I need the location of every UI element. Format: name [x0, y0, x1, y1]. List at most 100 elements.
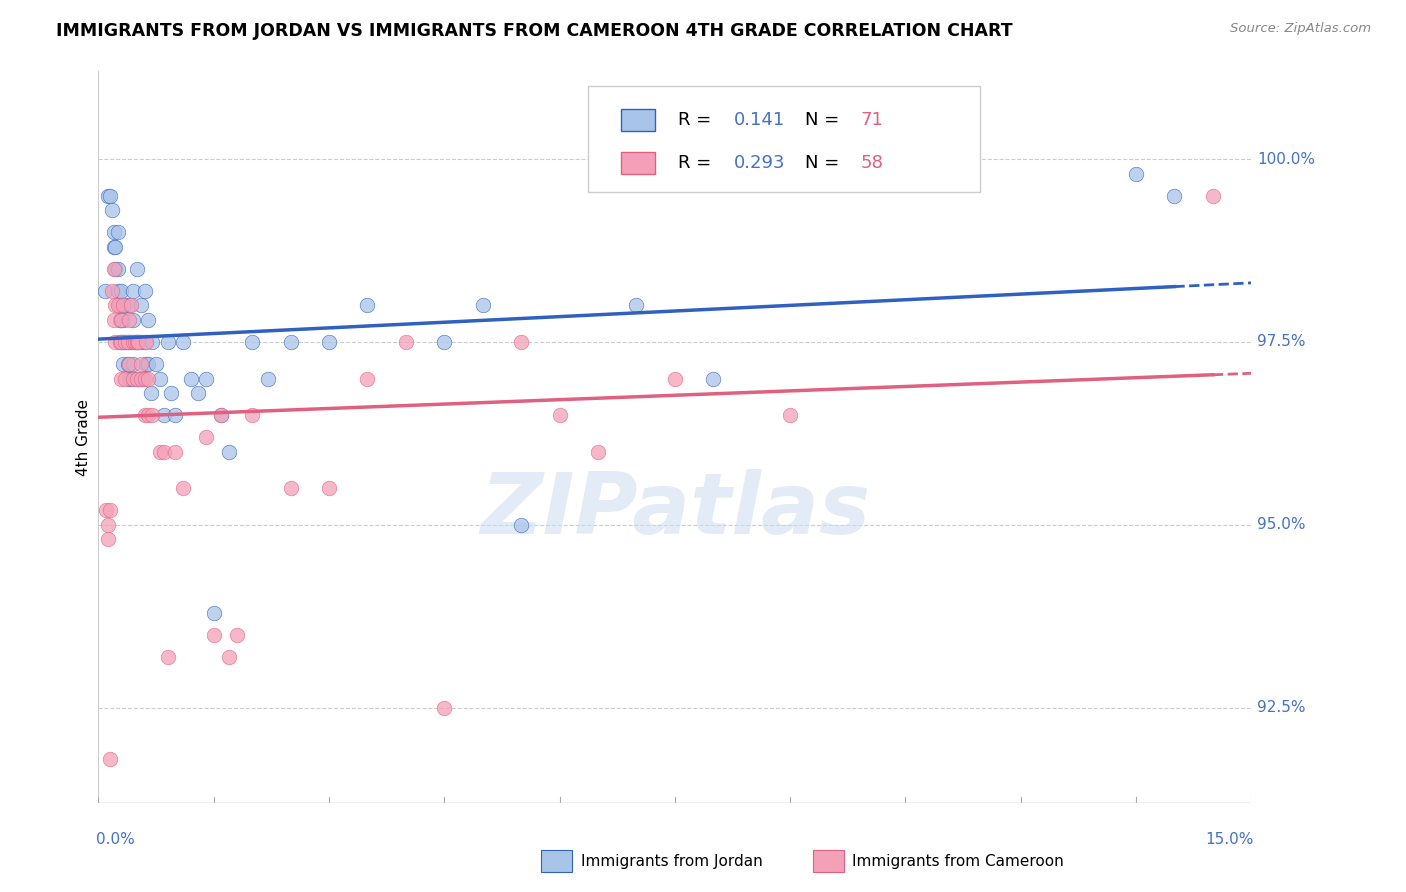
Point	[110, 313, 132, 327]
Point	[104, 261, 127, 276]
Point	[356, 298, 378, 312]
Point	[280, 481, 302, 495]
Point	[108, 334, 131, 349]
Point	[107, 225, 129, 239]
Point	[141, 334, 163, 349]
Point	[120, 334, 142, 349]
Point	[187, 386, 209, 401]
Point	[125, 261, 148, 276]
Point	[1125, 167, 1147, 181]
Point	[122, 334, 145, 349]
Point	[160, 386, 183, 401]
Point	[107, 298, 129, 312]
Point	[110, 334, 132, 349]
Point	[125, 371, 148, 385]
Point	[122, 357, 145, 371]
Point	[510, 334, 533, 349]
Point	[118, 357, 141, 371]
Point	[111, 313, 134, 327]
Point	[395, 334, 418, 349]
FancyBboxPatch shape	[620, 152, 655, 174]
Text: Source: ZipAtlas.com: Source: ZipAtlas.com	[1230, 22, 1371, 36]
Point	[110, 284, 132, 298]
Point	[118, 313, 141, 327]
Point	[471, 298, 494, 312]
Point	[664, 371, 686, 385]
Point	[141, 408, 163, 422]
Point	[120, 371, 142, 385]
Text: 100.0%: 100.0%	[1257, 152, 1315, 167]
Point	[280, 334, 302, 349]
Point	[117, 357, 139, 371]
Point	[103, 261, 125, 276]
Point	[139, 386, 162, 401]
Point	[132, 371, 155, 385]
Point	[124, 334, 146, 349]
Point	[134, 284, 156, 298]
Point	[134, 334, 156, 349]
Point	[125, 334, 148, 349]
Point	[104, 240, 127, 254]
Text: 0.0%: 0.0%	[96, 832, 135, 847]
Point	[107, 261, 129, 276]
Point	[98, 752, 121, 766]
Point	[138, 371, 160, 385]
Point	[122, 284, 145, 298]
Point	[111, 357, 134, 371]
Point	[318, 334, 340, 349]
Point	[134, 408, 156, 422]
Point	[433, 334, 456, 349]
Point	[127, 334, 149, 349]
Point	[1163, 188, 1185, 202]
Point	[156, 649, 179, 664]
Point	[138, 357, 160, 371]
Point	[134, 371, 156, 385]
Point	[209, 408, 232, 422]
Point	[172, 334, 194, 349]
Point	[152, 408, 174, 422]
Text: R =: R =	[678, 153, 717, 172]
Point	[702, 371, 724, 385]
Point	[195, 430, 218, 444]
Point	[256, 371, 278, 385]
Point	[218, 444, 240, 458]
Point	[779, 408, 801, 422]
Point	[129, 334, 152, 349]
Point	[122, 313, 145, 327]
Point	[138, 313, 160, 327]
Y-axis label: 4th Grade: 4th Grade	[76, 399, 91, 475]
Point	[103, 240, 125, 254]
Point	[202, 627, 225, 641]
Point	[110, 371, 132, 385]
Point	[1202, 188, 1225, 202]
Point	[318, 481, 340, 495]
Point	[138, 408, 160, 422]
Point	[240, 334, 263, 349]
Point	[356, 371, 378, 385]
Point	[125, 371, 148, 385]
Text: R =: R =	[678, 112, 717, 129]
Point	[195, 371, 218, 385]
Point	[117, 334, 139, 349]
FancyBboxPatch shape	[620, 110, 655, 131]
Point	[118, 371, 141, 385]
Point	[135, 357, 157, 371]
Text: 92.5%: 92.5%	[1257, 700, 1306, 715]
Point	[103, 313, 125, 327]
FancyBboxPatch shape	[588, 86, 980, 192]
Point	[98, 503, 121, 517]
Point	[172, 481, 194, 495]
Point	[111, 334, 134, 349]
Point	[180, 371, 202, 385]
Point	[135, 334, 157, 349]
Point	[104, 334, 127, 349]
Point	[93, 284, 115, 298]
Point	[107, 284, 129, 298]
Point	[240, 408, 263, 422]
Point	[165, 408, 187, 422]
Point	[114, 371, 136, 385]
Point	[98, 188, 121, 202]
Point	[117, 334, 139, 349]
Point	[108, 313, 131, 327]
Point	[218, 649, 240, 664]
